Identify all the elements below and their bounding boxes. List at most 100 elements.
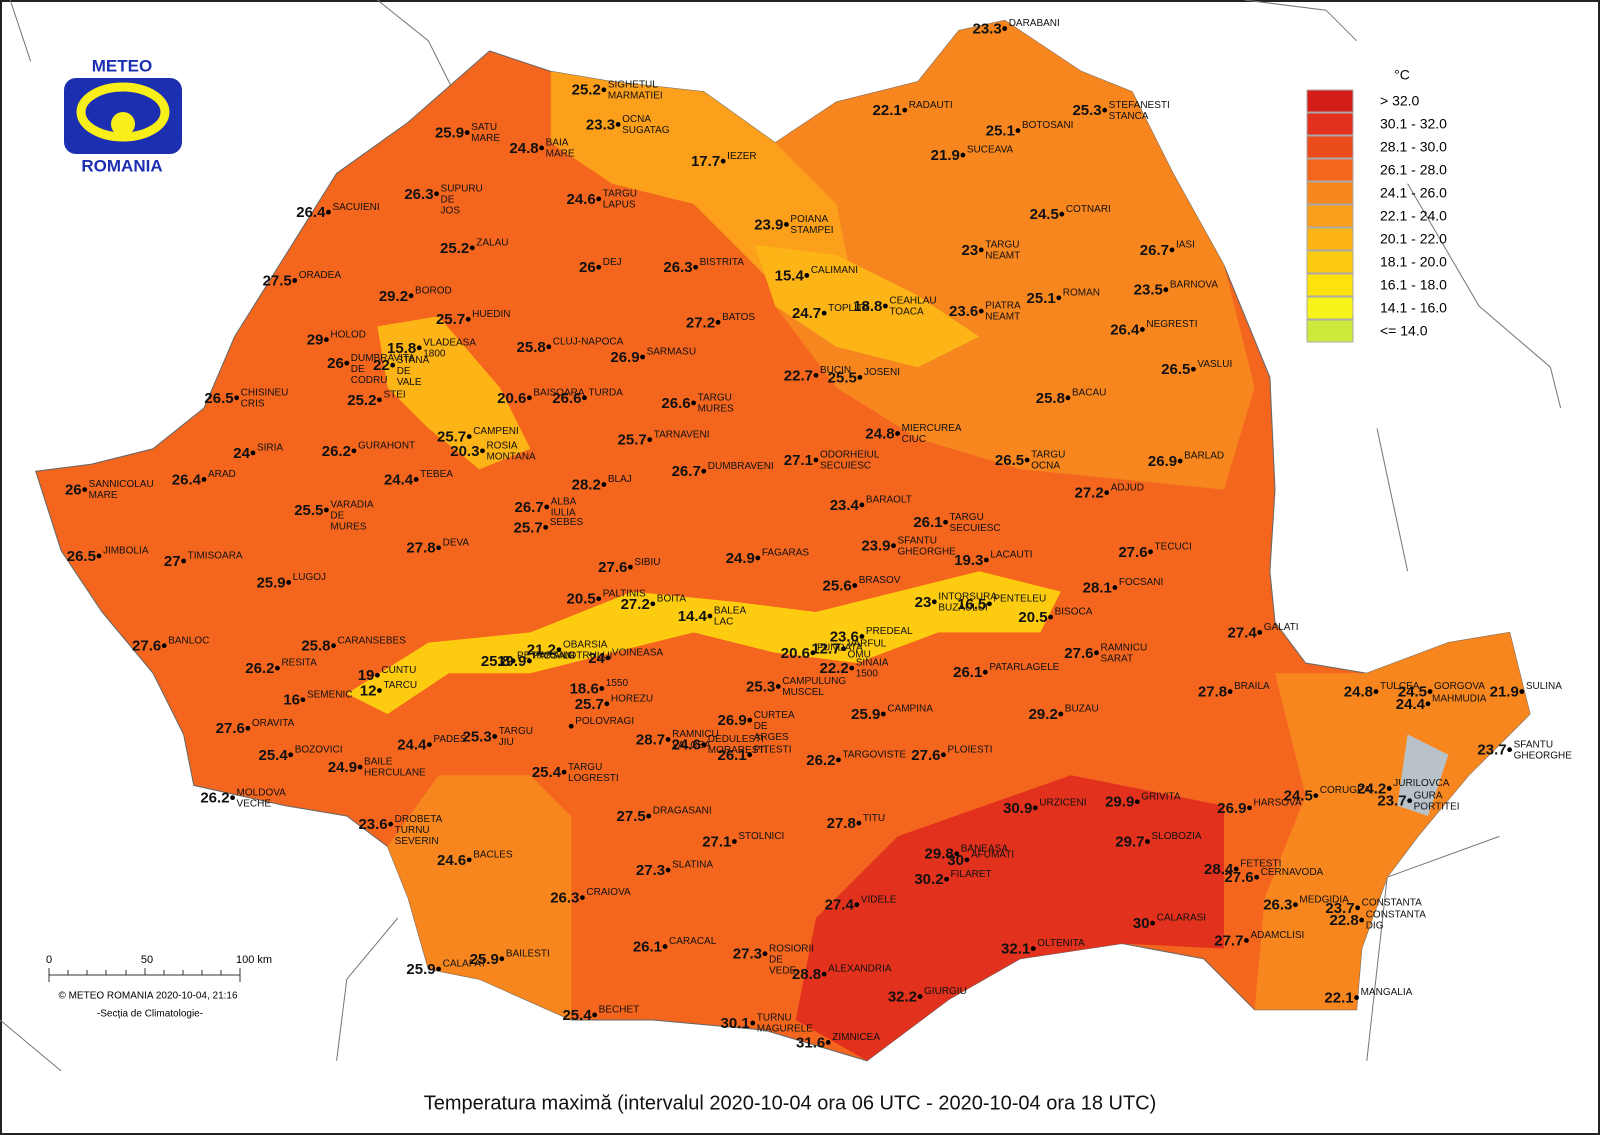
station-name: 1550 — [606, 678, 629, 689]
station-name: MAHMUDIA — [1432, 693, 1487, 704]
scale-line — [48, 968, 241, 982]
station-name: GURA — [1414, 790, 1443, 801]
station-dot — [917, 994, 923, 999]
station-value: 24.8 — [865, 425, 894, 442]
station-value: 32.1 — [1001, 941, 1030, 958]
station-value: 25.6 — [823, 577, 852, 594]
station-name: CEAHLAU — [889, 296, 936, 307]
station-dot — [601, 482, 607, 487]
station-dot — [665, 737, 671, 742]
station-value: 27.5 — [617, 808, 646, 825]
station-name: ZIMNICEA — [832, 1032, 880, 1043]
station-value: 19.3 — [954, 552, 983, 569]
station-name: PALTINIS — [603, 588, 646, 599]
station-name: DIG — [1366, 921, 1384, 932]
station-value: 30.2 — [914, 871, 943, 888]
station-dot — [1048, 614, 1053, 620]
station-value: 24.4 — [397, 737, 427, 754]
station-name: 1800 — [423, 348, 446, 359]
station-name: SATU — [471, 122, 497, 133]
station-name: RADAUTI — [909, 100, 953, 111]
razelm-lake — [1397, 734, 1449, 816]
station-value: 24.4 — [1396, 696, 1426, 713]
station-name: OCNA — [622, 114, 651, 125]
station-name: GIURGIU — [924, 986, 967, 997]
station-name: LAPUS — [603, 200, 636, 211]
station-value: 25.4 — [562, 1007, 592, 1024]
station-dot — [810, 650, 816, 656]
station-dot — [556, 647, 562, 653]
station-name: HERCULANE — [364, 768, 426, 779]
station-dot — [852, 583, 858, 588]
station-name: STEI — [383, 389, 405, 400]
station-dot — [1015, 128, 1021, 133]
station-name: BUZAU — [1065, 704, 1099, 715]
station-value: 25.4 — [532, 764, 562, 781]
station-dot — [469, 245, 475, 251]
station-name: SUPURU — [441, 183, 483, 194]
station-name: INTORSURA — [938, 591, 997, 602]
station-name: 1500 — [856, 669, 879, 680]
station-dot — [978, 247, 984, 253]
station-dot — [568, 723, 574, 729]
station-name: LUGOJ — [293, 572, 326, 583]
station-name: PENTELEU — [993, 593, 1046, 604]
station-value: 27.2 — [1074, 485, 1103, 502]
station-dot — [1244, 938, 1249, 943]
station-name: LAC — [714, 617, 733, 628]
station-dot — [615, 122, 621, 127]
station-dot — [434, 191, 439, 197]
station-dot — [836, 757, 841, 763]
station-value: 23.7 — [1477, 742, 1506, 759]
legend-label: 20.1 - 22.0 — [1380, 231, 1447, 247]
credit: © METEO ROMANIA 2020-10-04, 21:16 — [58, 991, 238, 1002]
legend-swatch — [1306, 273, 1354, 297]
station-dot — [750, 1020, 756, 1026]
station-dot — [436, 966, 441, 972]
station-value: 22.2 — [819, 660, 848, 677]
legend-swatch — [1306, 296, 1354, 320]
station-dot — [944, 876, 949, 882]
station-dot — [596, 596, 602, 602]
station-value: 25.9 — [406, 961, 435, 978]
station-dot — [1507, 747, 1512, 753]
station-dot — [1293, 902, 1298, 908]
station-dot — [377, 688, 382, 693]
station-name: DUMBRAVENI — [708, 461, 774, 472]
legend-swatch — [1306, 112, 1354, 136]
station-name: BOITA — [657, 593, 687, 604]
station-name: BACLES — [473, 850, 513, 861]
station-value: 25.7 — [513, 519, 542, 536]
station-dot — [464, 130, 470, 136]
region-north-east — [775, 20, 1255, 490]
station-value: 20.3 — [450, 443, 479, 460]
station-value: 31.6 — [796, 1034, 825, 1051]
station-dot — [978, 308, 984, 314]
scale-bar: 0 50 100 km © METEO ROMANIA 2020-10-04, … — [46, 954, 272, 1020]
station-value: 24.5 — [1030, 206, 1059, 223]
station-name: TARGU — [698, 393, 732, 404]
legend-unit: °C — [1394, 67, 1410, 83]
station-value: 27.6 — [1064, 645, 1093, 662]
station-name: ORADEA — [299, 270, 342, 281]
station-value: 26.1 — [913, 514, 942, 531]
station-dot — [784, 222, 789, 227]
station-dot — [201, 477, 207, 482]
station-value: 25.2 — [440, 240, 469, 257]
station-value: 26.9 — [1148, 453, 1177, 470]
station-value: 24.7 — [792, 305, 821, 322]
station-value: 24.8 — [1344, 684, 1373, 701]
station-name: SIBIU — [634, 557, 660, 568]
legend-swatch — [1306, 135, 1354, 159]
station-name: DE — [769, 954, 783, 965]
station-name: MARE — [546, 149, 575, 160]
station-dot — [1058, 711, 1064, 717]
station-value: 25.2 — [347, 392, 376, 409]
station-value: 25.8 — [481, 653, 510, 670]
station-name: TITU — [863, 813, 885, 824]
station-dot — [960, 152, 966, 158]
station-name: URZICENI — [1039, 797, 1086, 808]
station-dot — [1233, 866, 1239, 872]
station-dot — [326, 209, 331, 215]
